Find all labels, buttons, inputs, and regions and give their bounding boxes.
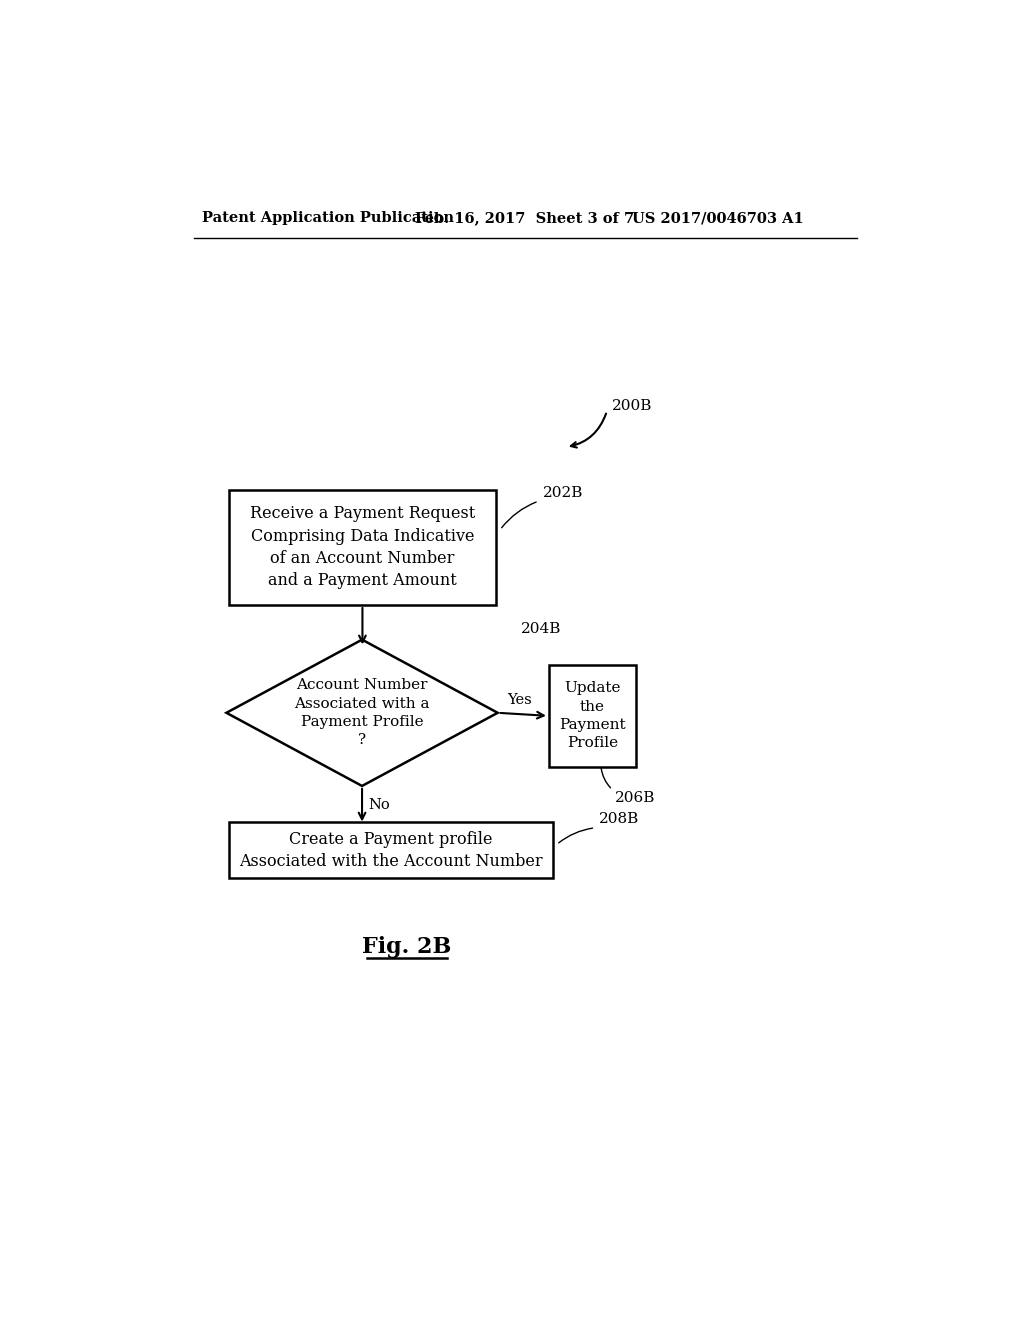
Polygon shape bbox=[226, 640, 498, 785]
Text: US 2017/0046703 A1: US 2017/0046703 A1 bbox=[632, 211, 804, 226]
Text: Create a Payment profile
Associated with the Account Number: Create a Payment profile Associated with… bbox=[239, 830, 543, 870]
Text: Patent Application Publication: Patent Application Publication bbox=[202, 211, 454, 226]
Text: Yes: Yes bbox=[507, 693, 531, 706]
Text: Fig. 2B: Fig. 2B bbox=[362, 936, 452, 958]
Text: Account Number
Associated with a
Payment Profile
?: Account Number Associated with a Payment… bbox=[294, 678, 430, 747]
Bar bbox=[228, 490, 496, 605]
Text: Feb. 16, 2017  Sheet 3 of 7: Feb. 16, 2017 Sheet 3 of 7 bbox=[415, 211, 634, 226]
Bar bbox=[228, 822, 553, 878]
Bar bbox=[549, 665, 636, 767]
Text: 208B: 208B bbox=[599, 812, 639, 826]
Text: 206B: 206B bbox=[614, 792, 655, 805]
Text: 204B: 204B bbox=[521, 622, 561, 636]
Text: 200B: 200B bbox=[612, 399, 652, 413]
Text: 202B: 202B bbox=[543, 486, 583, 499]
Text: Update
the
Payment
Profile: Update the Payment Profile bbox=[559, 681, 626, 751]
Text: No: No bbox=[369, 799, 390, 812]
Text: Receive a Payment Request
Comprising Data Indicative
of an Account Number
and a : Receive a Payment Request Comprising Dat… bbox=[250, 506, 475, 589]
